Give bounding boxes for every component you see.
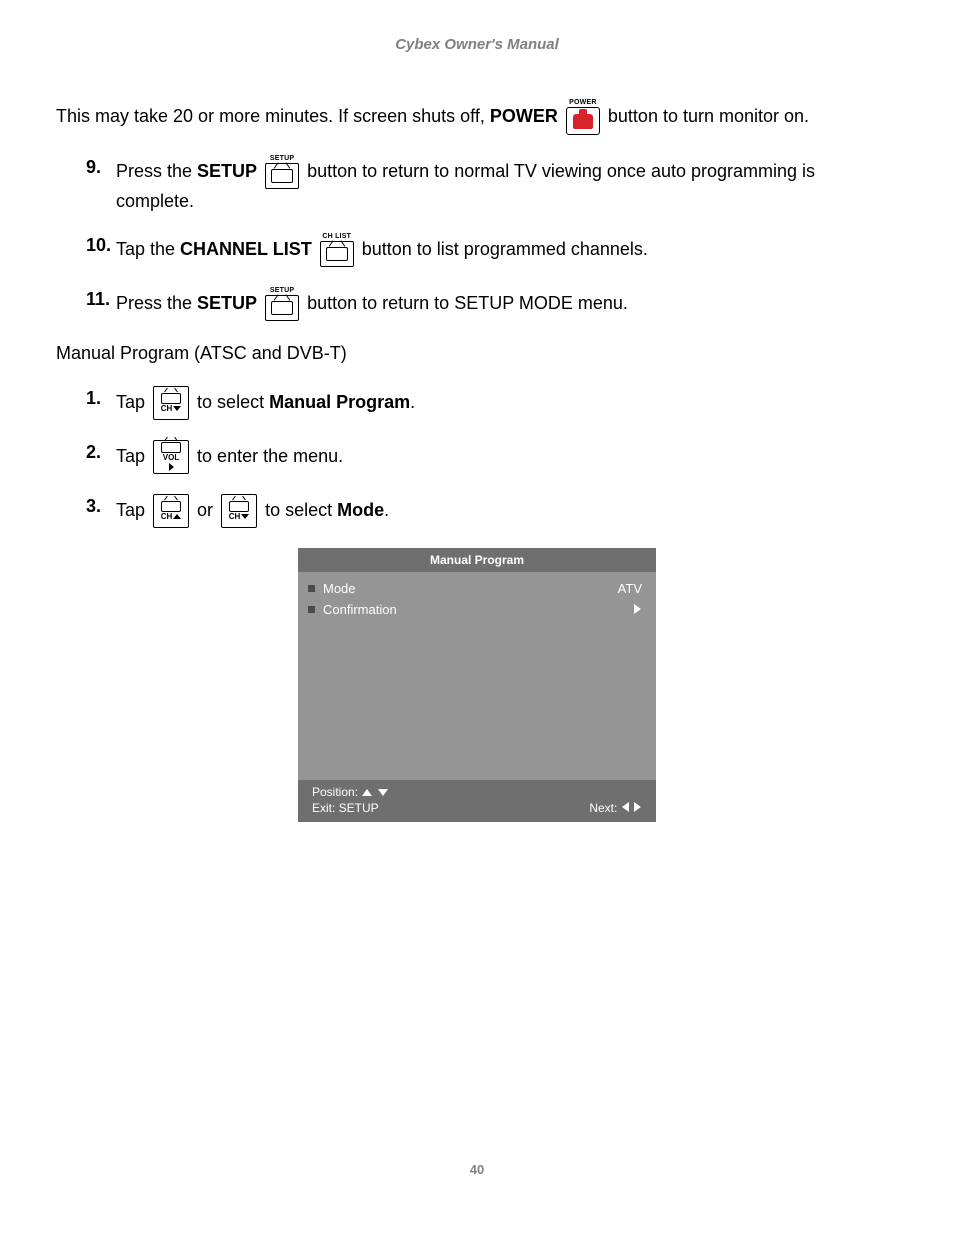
foot-position: Position:: [312, 785, 389, 799]
step-11: 11. Press the SETUP SETUP button to retu…: [86, 287, 898, 321]
chlist-label: CH LIST: [322, 233, 351, 240]
text-bold: SETUP: [197, 293, 257, 313]
vol-right-button-icon: VOL: [153, 440, 189, 474]
bullet-icon: [308, 585, 315, 592]
menu-label: Confirmation: [323, 602, 397, 617]
setup-button-icon: SETUP: [265, 287, 299, 321]
text: Tap: [116, 445, 150, 465]
ch-up-button-icon: CH: [153, 494, 189, 528]
page-number: 40: [56, 1162, 898, 1177]
text: to select: [265, 499, 337, 519]
power-button-icon: POWER: [566, 99, 600, 135]
step-num: 9.: [86, 155, 116, 179]
menu-row-mode: Mode ATV: [308, 578, 642, 599]
intro-bold: POWER: [490, 106, 558, 126]
menu-label: Mode: [323, 581, 356, 596]
text: Position:: [312, 785, 361, 799]
text: or: [197, 499, 218, 519]
menu-screenshot: Manual Program Mode ATV Confirmation Pos…: [56, 548, 898, 822]
step-body: Tap the CHANNEL LIST CH LIST button to l…: [116, 233, 898, 267]
menu-row-confirmation: Confirmation: [308, 599, 642, 620]
text: button to list programmed channels.: [362, 239, 648, 259]
tv-icon: [265, 163, 299, 189]
step-num: 10.: [86, 233, 116, 257]
tv-icon: [320, 241, 354, 267]
menu-body: Mode ATV Confirmation: [298, 572, 656, 780]
intro-pre: This may take 20 or more minutes. If scr…: [56, 106, 490, 126]
bullet-icon: [308, 606, 315, 613]
text: Press the: [116, 161, 197, 181]
ch-label: CH: [161, 513, 173, 521]
step-body: Press the SETUP SETUP button to return t…: [116, 155, 898, 213]
ch-label: CH: [161, 405, 173, 413]
steps-group-b: 1. Tap CH to select Manual Program. 2. T…: [56, 386, 898, 528]
menu-value: ATV: [618, 581, 642, 596]
step-num: 3.: [86, 494, 116, 518]
menu-footer: Position: Exit: SETUP Next:: [298, 780, 656, 822]
manual-program-menu: Manual Program Mode ATV Confirmation Pos…: [298, 548, 656, 822]
doc-header: Cybex Owner's Manual: [56, 36, 898, 53]
ch-label: CH: [229, 513, 241, 521]
foot-exit: Exit: SETUP: [312, 801, 379, 815]
step-num: 1.: [86, 386, 116, 410]
text: to enter the menu.: [197, 445, 343, 465]
text: Tap: [116, 391, 150, 411]
menu-title: Manual Program: [298, 548, 656, 572]
step-body: Tap CH or CH to select Mode.: [116, 494, 898, 528]
setup-button-icon: SETUP: [265, 155, 299, 189]
chlist-button-icon: CH LIST: [320, 233, 354, 267]
text: Tap: [116, 499, 150, 519]
text: button to return to SETUP MODE menu.: [307, 293, 628, 313]
tv-icon: [265, 295, 299, 321]
vol-label: VOL: [163, 454, 179, 462]
text: Tap the: [116, 239, 180, 259]
subheading: Manual Program (ATSC and DVB-T): [56, 341, 898, 365]
text: Next:: [589, 801, 620, 815]
step-b3: 3. Tap CH or CH to select Mode.: [86, 494, 898, 528]
text-bold: SETUP: [197, 161, 257, 181]
step-num: 2.: [86, 440, 116, 464]
power-label: POWER: [569, 99, 596, 106]
intro-paragraph: This may take 20 or more minutes. If scr…: [56, 99, 898, 135]
step-body: Tap VOL to enter the menu.: [116, 440, 898, 474]
steps-group-a: 9. Press the SETUP SETUP button to retur…: [56, 155, 898, 321]
text: Press the: [116, 293, 197, 313]
text: to select: [197, 391, 269, 411]
text-bold: Manual Program: [269, 391, 410, 411]
step-b2: 2. Tap VOL to enter the menu.: [86, 440, 898, 474]
step-body: Press the SETUP SETUP button to return t…: [116, 287, 898, 321]
ch-down-button-icon: CH: [153, 386, 189, 420]
step-body: Tap CH to select Manual Program.: [116, 386, 898, 420]
foot-next: Next:: [589, 801, 642, 815]
menu-value-arrow: [633, 602, 642, 617]
power-icon: [566, 107, 600, 135]
intro-post: button to turn monitor on.: [608, 106, 809, 126]
text: .: [384, 499, 389, 519]
step-10: 10. Tap the CHANNEL LIST CH LIST button …: [86, 233, 898, 267]
page: Cybex Owner's Manual This may take 20 or…: [0, 0, 954, 1217]
step-num: 11.: [86, 287, 116, 311]
text-bold: Mode: [337, 499, 384, 519]
text-bold: CHANNEL LIST: [180, 239, 312, 259]
step-9: 9. Press the SETUP SETUP button to retur…: [86, 155, 898, 213]
step-b1: 1. Tap CH to select Manual Program.: [86, 386, 898, 420]
setup-label: SETUP: [270, 287, 294, 294]
ch-down-button-icon: CH: [221, 494, 257, 528]
setup-label: SETUP: [270, 155, 294, 162]
text: .: [410, 391, 415, 411]
